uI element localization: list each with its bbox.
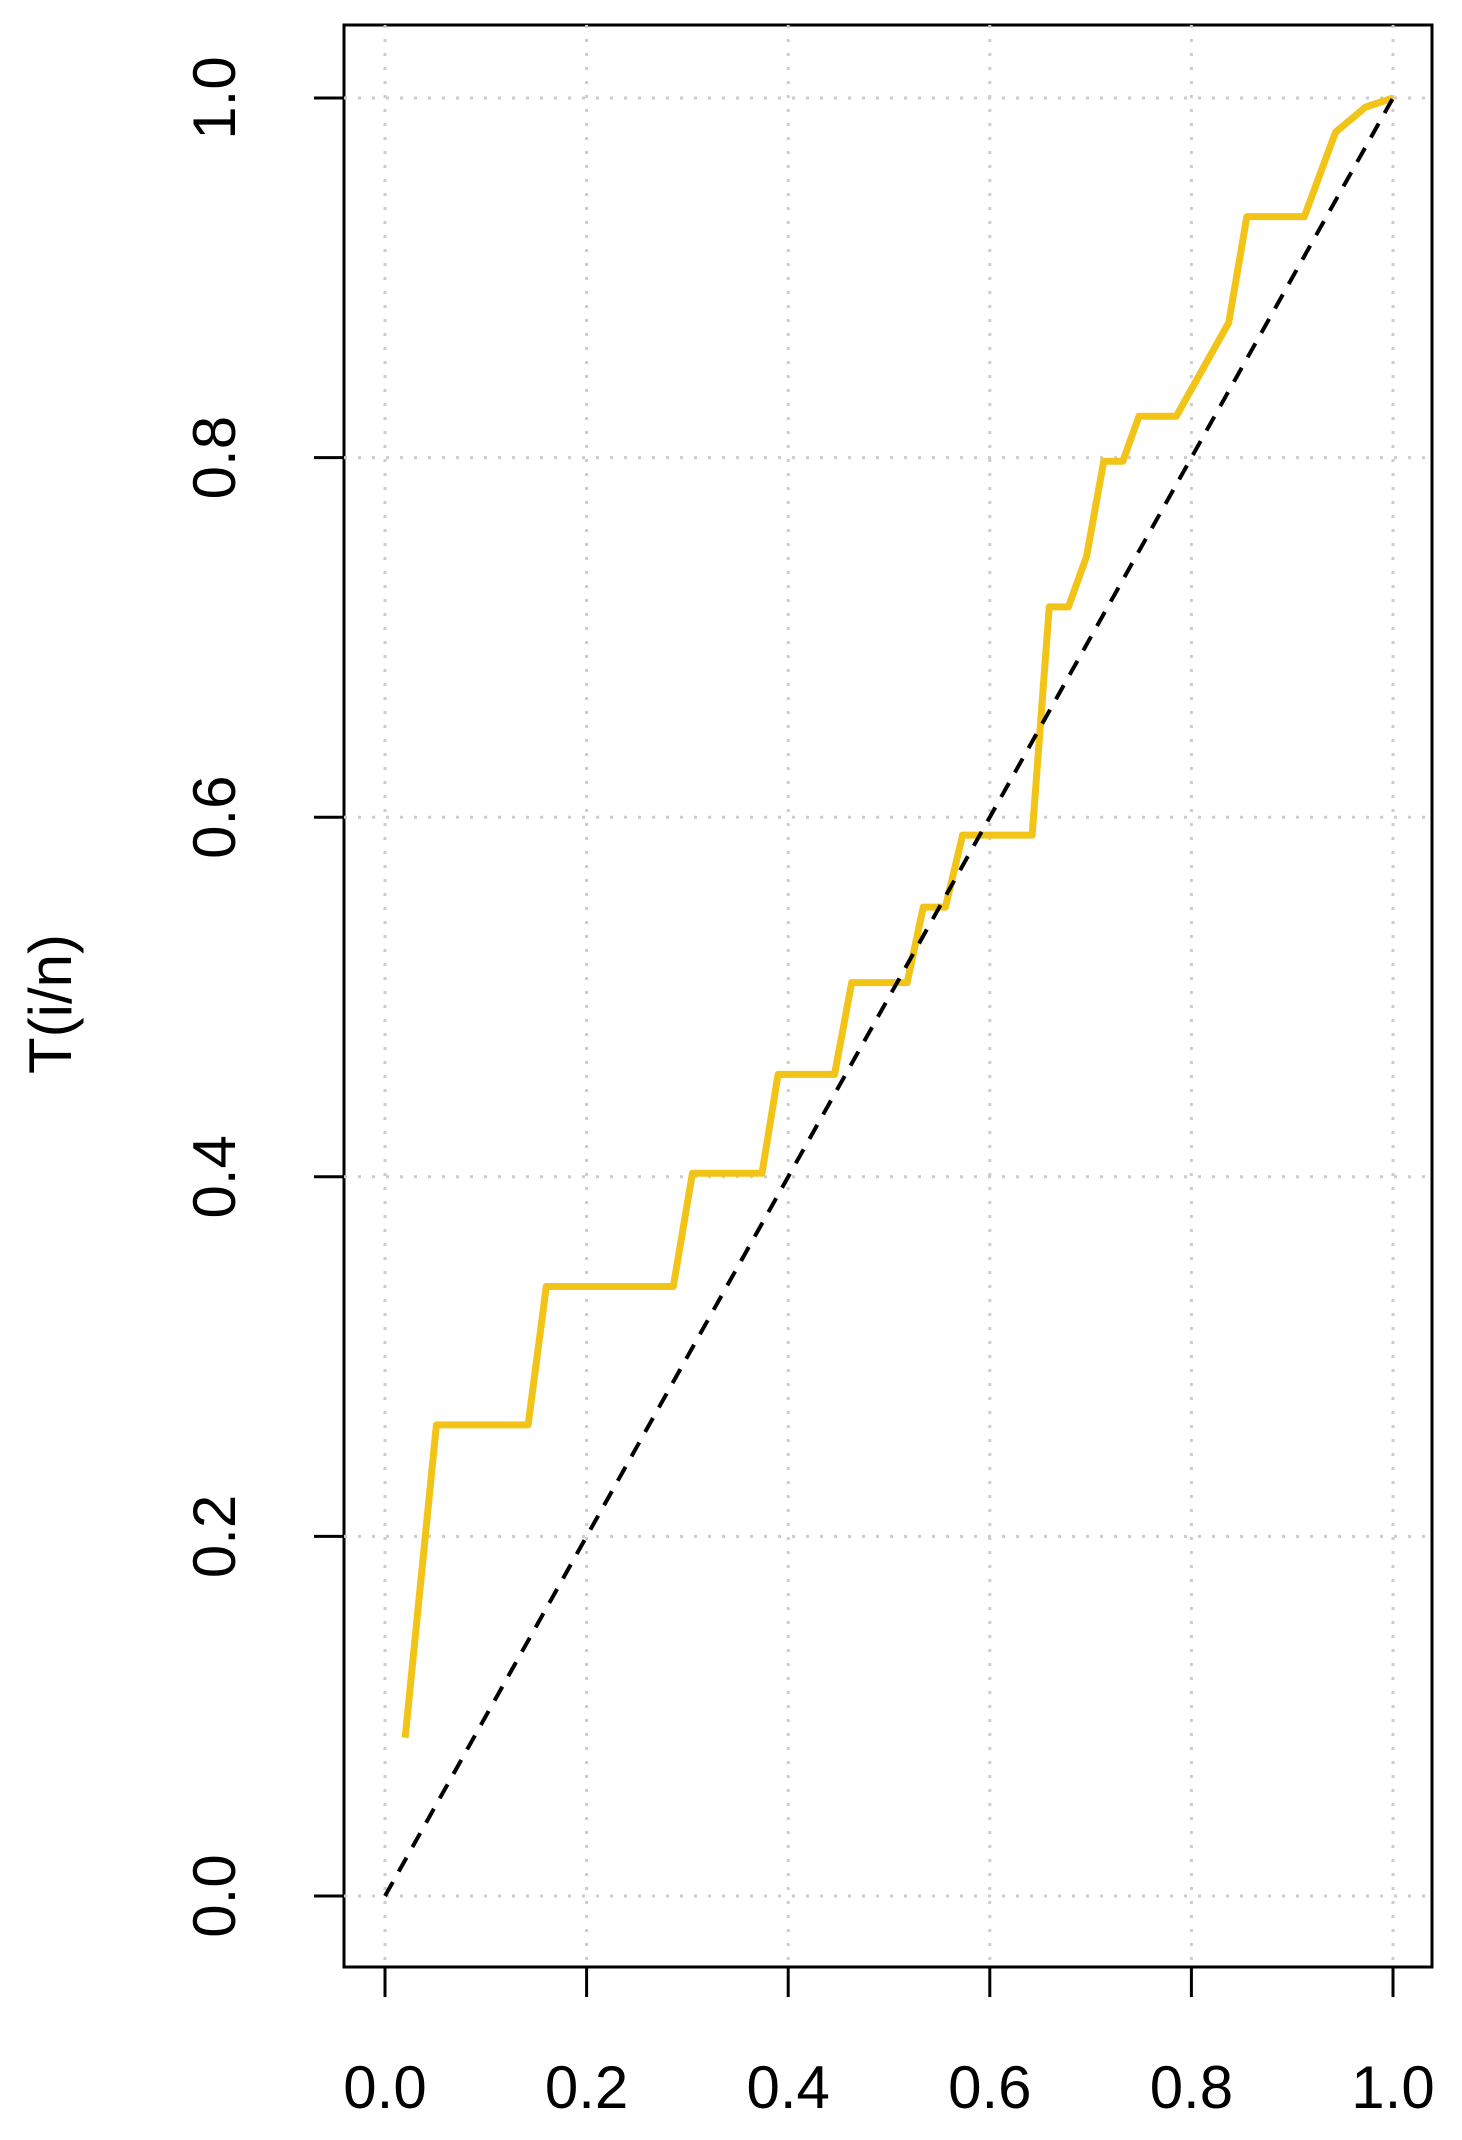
x-tick-label: 0.6 <box>948 2054 1031 2121</box>
x-tick-label: 0.0 <box>343 2054 426 2121</box>
x-tick-label: 0.8 <box>1150 2054 1233 2121</box>
y-tick-label: 0.0 <box>181 1854 248 1937</box>
x-tick-label: 0.4 <box>746 2054 829 2121</box>
y-tick-label: 0.8 <box>181 416 248 499</box>
y-tick-label: 0.4 <box>181 1135 248 1218</box>
data-line <box>401 94 1395 1739</box>
reference-line <box>383 97 1395 1897</box>
x-tick-label: 1.0 <box>1351 2054 1434 2121</box>
y-tick-label: 0.6 <box>181 775 248 858</box>
y-tick-label: 1.0 <box>181 56 248 139</box>
plot-frame <box>342 23 1434 1969</box>
y-tick-label: 0.2 <box>181 1495 248 1578</box>
x-tick-label: 0.2 <box>545 2054 628 2121</box>
y-axis-label: T(i/n) <box>17 934 84 1074</box>
